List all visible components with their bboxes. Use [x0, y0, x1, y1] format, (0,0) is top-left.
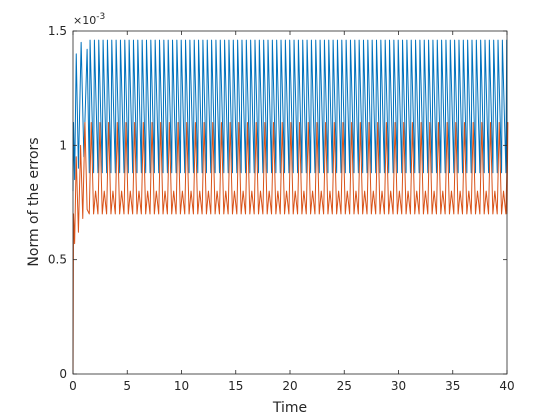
series-line-1 [72, 39, 508, 192]
y-tick-label: 1 [59, 138, 67, 152]
x-tick-label: 30 [391, 379, 406, 393]
x-tick-label: 0 [69, 379, 77, 393]
x-tick-label: 5 [123, 379, 131, 393]
x-tick-label: 20 [282, 379, 297, 393]
x-tick-label: 10 [174, 379, 189, 393]
series-line-2 [72, 121, 509, 375]
series-layer [72, 39, 509, 375]
tick-layer: 0 5 10 15 20 25 30 35 40 0 0.5 1 1.5 [48, 24, 515, 393]
x-axis-label: Time [272, 400, 307, 416]
y-tick-label: 0 [59, 367, 67, 381]
y-tick-label: 1.5 [48, 24, 67, 38]
x-tick-label: 25 [337, 379, 352, 393]
y-axis-label: Norm of the errors [26, 137, 42, 266]
y-exponent-label: ×10-3 [73, 12, 105, 27]
x-tick-label: 40 [499, 379, 514, 393]
x-tick-label: 15 [228, 379, 243, 393]
y-tick-label: 0.5 [48, 253, 67, 267]
x-tick-label: 35 [445, 379, 460, 393]
